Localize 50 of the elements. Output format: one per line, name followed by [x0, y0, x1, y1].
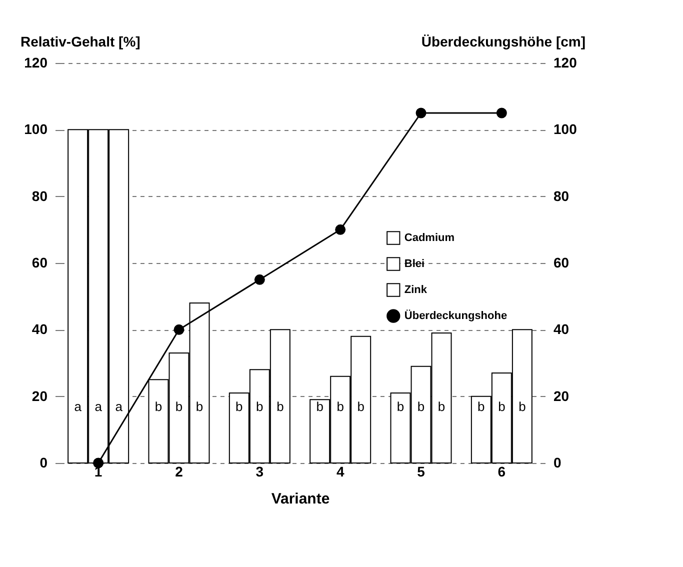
y2-tick-label: 100 — [554, 121, 578, 138]
y2-tick-label: 0 — [554, 454, 562, 470]
point — [174, 324, 184, 335]
data-label: b — [417, 399, 425, 414]
y-axis-title: Relativ-Gehalt [%] — [20, 34, 140, 50]
data-label: b — [518, 399, 526, 414]
y2-tick-label: 120 — [554, 54, 578, 70]
data-label: b — [478, 399, 485, 414]
data-label: b — [316, 399, 324, 414]
y-tick-label: 80 — [32, 188, 48, 204]
x-axis-title: Variante — [271, 490, 330, 508]
point — [335, 224, 346, 235]
data-label: b — [154, 399, 162, 414]
data-label: b — [175, 399, 183, 414]
y-tick-label: 100 — [24, 121, 48, 138]
legend-label: Cadmium — [404, 232, 455, 244]
point — [254, 274, 265, 285]
point — [416, 108, 426, 118]
point — [93, 458, 104, 468]
legend-label: Zink — [404, 284, 428, 296]
data-label: b — [438, 399, 446, 414]
x-tick-label: 4 — [336, 464, 344, 480]
data-label: b — [236, 399, 243, 414]
data-label: b — [256, 399, 264, 414]
y-tick-label: 0 — [40, 454, 48, 470]
y2-tick-label: 60 — [554, 254, 570, 270]
y2-axis-title: Überdeckungshöhe [cm] — [421, 34, 586, 50]
point — [496, 108, 507, 118]
data-label: b — [276, 399, 284, 414]
legend-label: Blei — [404, 258, 425, 270]
y-tick-label: 20 — [32, 388, 48, 404]
data-label: b — [357, 399, 364, 414]
y-tick-label: 120 — [24, 54, 48, 70]
x-tick-label: 6 — [498, 464, 506, 480]
data-label: b — [196, 399, 204, 414]
data-label: a — [115, 399, 124, 414]
legend-label: Überdeckungshohe — [404, 309, 508, 322]
y-tick-label: 60 — [32, 254, 48, 270]
y-tick-label: 40 — [32, 321, 48, 338]
data-label: b — [336, 399, 344, 414]
x-tick-label: 2 — [175, 464, 184, 480]
data-label: a — [74, 399, 82, 414]
y2-tick-label: 20 — [554, 388, 570, 404]
y2-tick-label: 80 — [554, 188, 570, 204]
x-tick-label: 5 — [417, 464, 426, 480]
y2-tick-label: 40 — [554, 321, 570, 338]
x-tick-label: 3 — [256, 464, 264, 480]
data-label: a — [94, 399, 103, 414]
data-label: b — [396, 399, 404, 414]
data-label: b — [498, 399, 506, 414]
